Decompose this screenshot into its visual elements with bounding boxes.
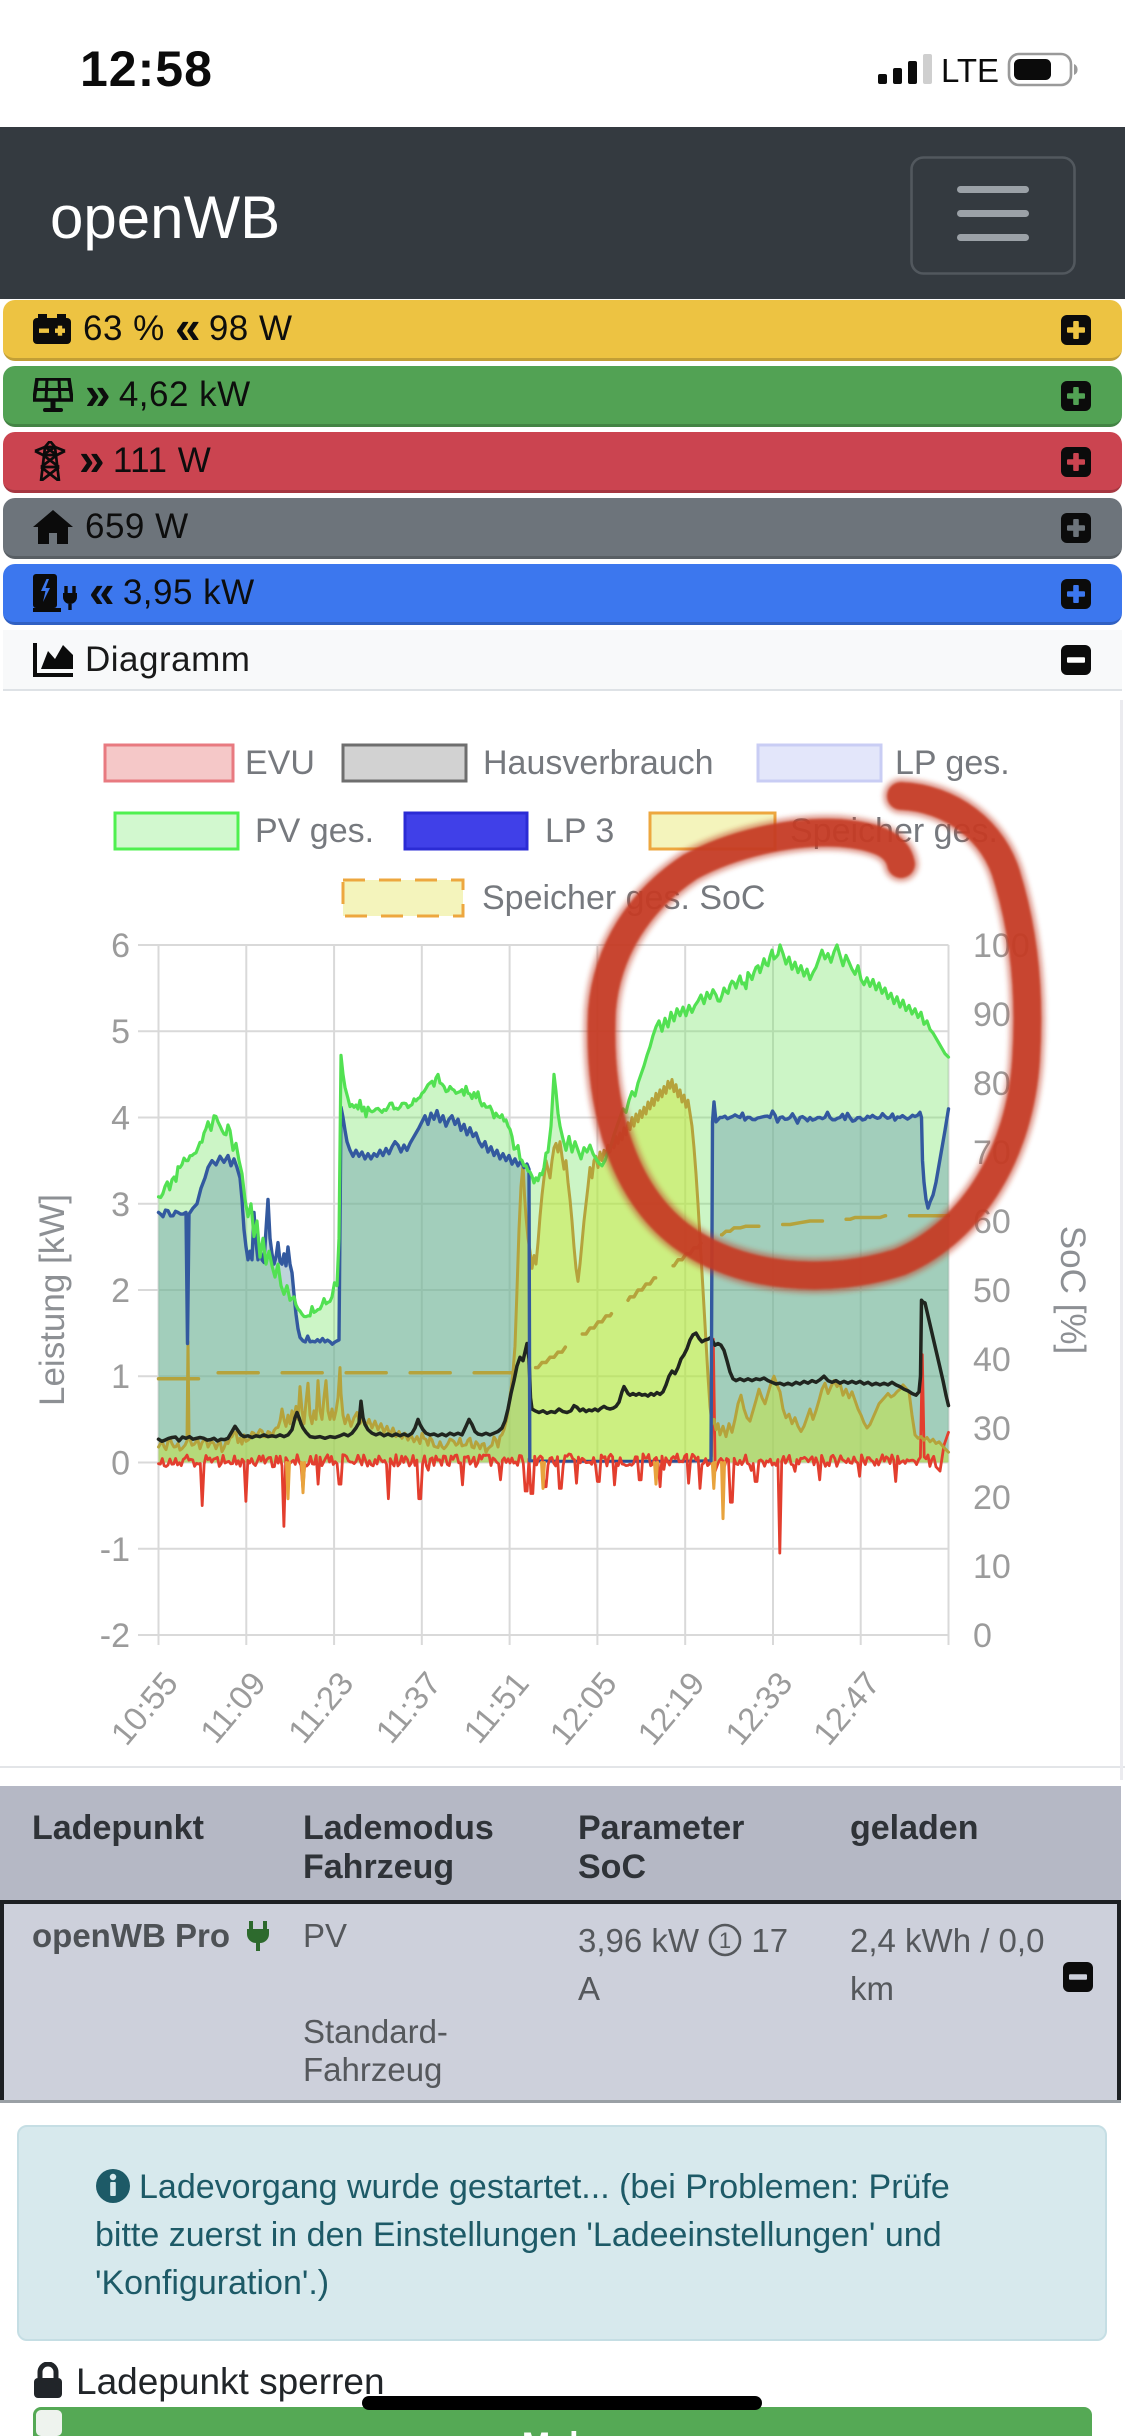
svg-text:5: 5 (111, 1013, 130, 1051)
svg-text:12:05: 12:05 (542, 1665, 623, 1752)
svg-text:12:19: 12:19 (630, 1665, 711, 1752)
svg-text:12:33: 12:33 (718, 1665, 799, 1752)
svg-text:40: 40 (973, 1341, 1011, 1379)
svg-text:20: 20 (973, 1479, 1011, 1517)
svg-text:10: 10 (973, 1548, 1011, 1586)
svg-text:11:23: 11:23 (281, 1665, 361, 1750)
svg-text:4: 4 (111, 1100, 130, 1138)
svg-text:PV ges.: PV ges. (255, 812, 374, 850)
svg-text:12:47: 12:47 (806, 1665, 887, 1752)
svg-text:11:09: 11:09 (193, 1665, 273, 1750)
svg-text:11:37: 11:37 (368, 1665, 448, 1750)
svg-text:0: 0 (111, 1445, 130, 1483)
svg-text:-2: -2 (100, 1617, 130, 1655)
svg-text:90: 90 (973, 996, 1011, 1034)
svg-text:Leistung [kW]: Leistung [kW] (33, 1194, 72, 1406)
svg-text:1: 1 (111, 1358, 130, 1396)
svg-text:EVU: EVU (245, 744, 315, 782)
svg-text:Hausverbrauch: Hausverbrauch (483, 744, 714, 782)
svg-text:-1: -1 (100, 1531, 130, 1569)
svg-text:2: 2 (111, 1272, 130, 1310)
svg-text:10:55: 10:55 (103, 1665, 184, 1752)
svg-text:3: 3 (111, 1186, 130, 1224)
svg-text:SoC [%]: SoC [%] (1053, 1226, 1092, 1354)
svg-text:LP ges.: LP ges. (895, 744, 1010, 782)
svg-text:50: 50 (973, 1272, 1011, 1310)
svg-text:6: 6 (111, 927, 130, 965)
svg-text:1: 1 (719, 1928, 731, 1953)
svg-text:LTE: LTE (941, 52, 999, 88)
svg-text:30: 30 (973, 1410, 1011, 1448)
svg-text:0: 0 (973, 1617, 992, 1655)
svg-text:LP 3: LP 3 (545, 812, 614, 850)
svg-text:11:51: 11:51 (456, 1665, 536, 1750)
